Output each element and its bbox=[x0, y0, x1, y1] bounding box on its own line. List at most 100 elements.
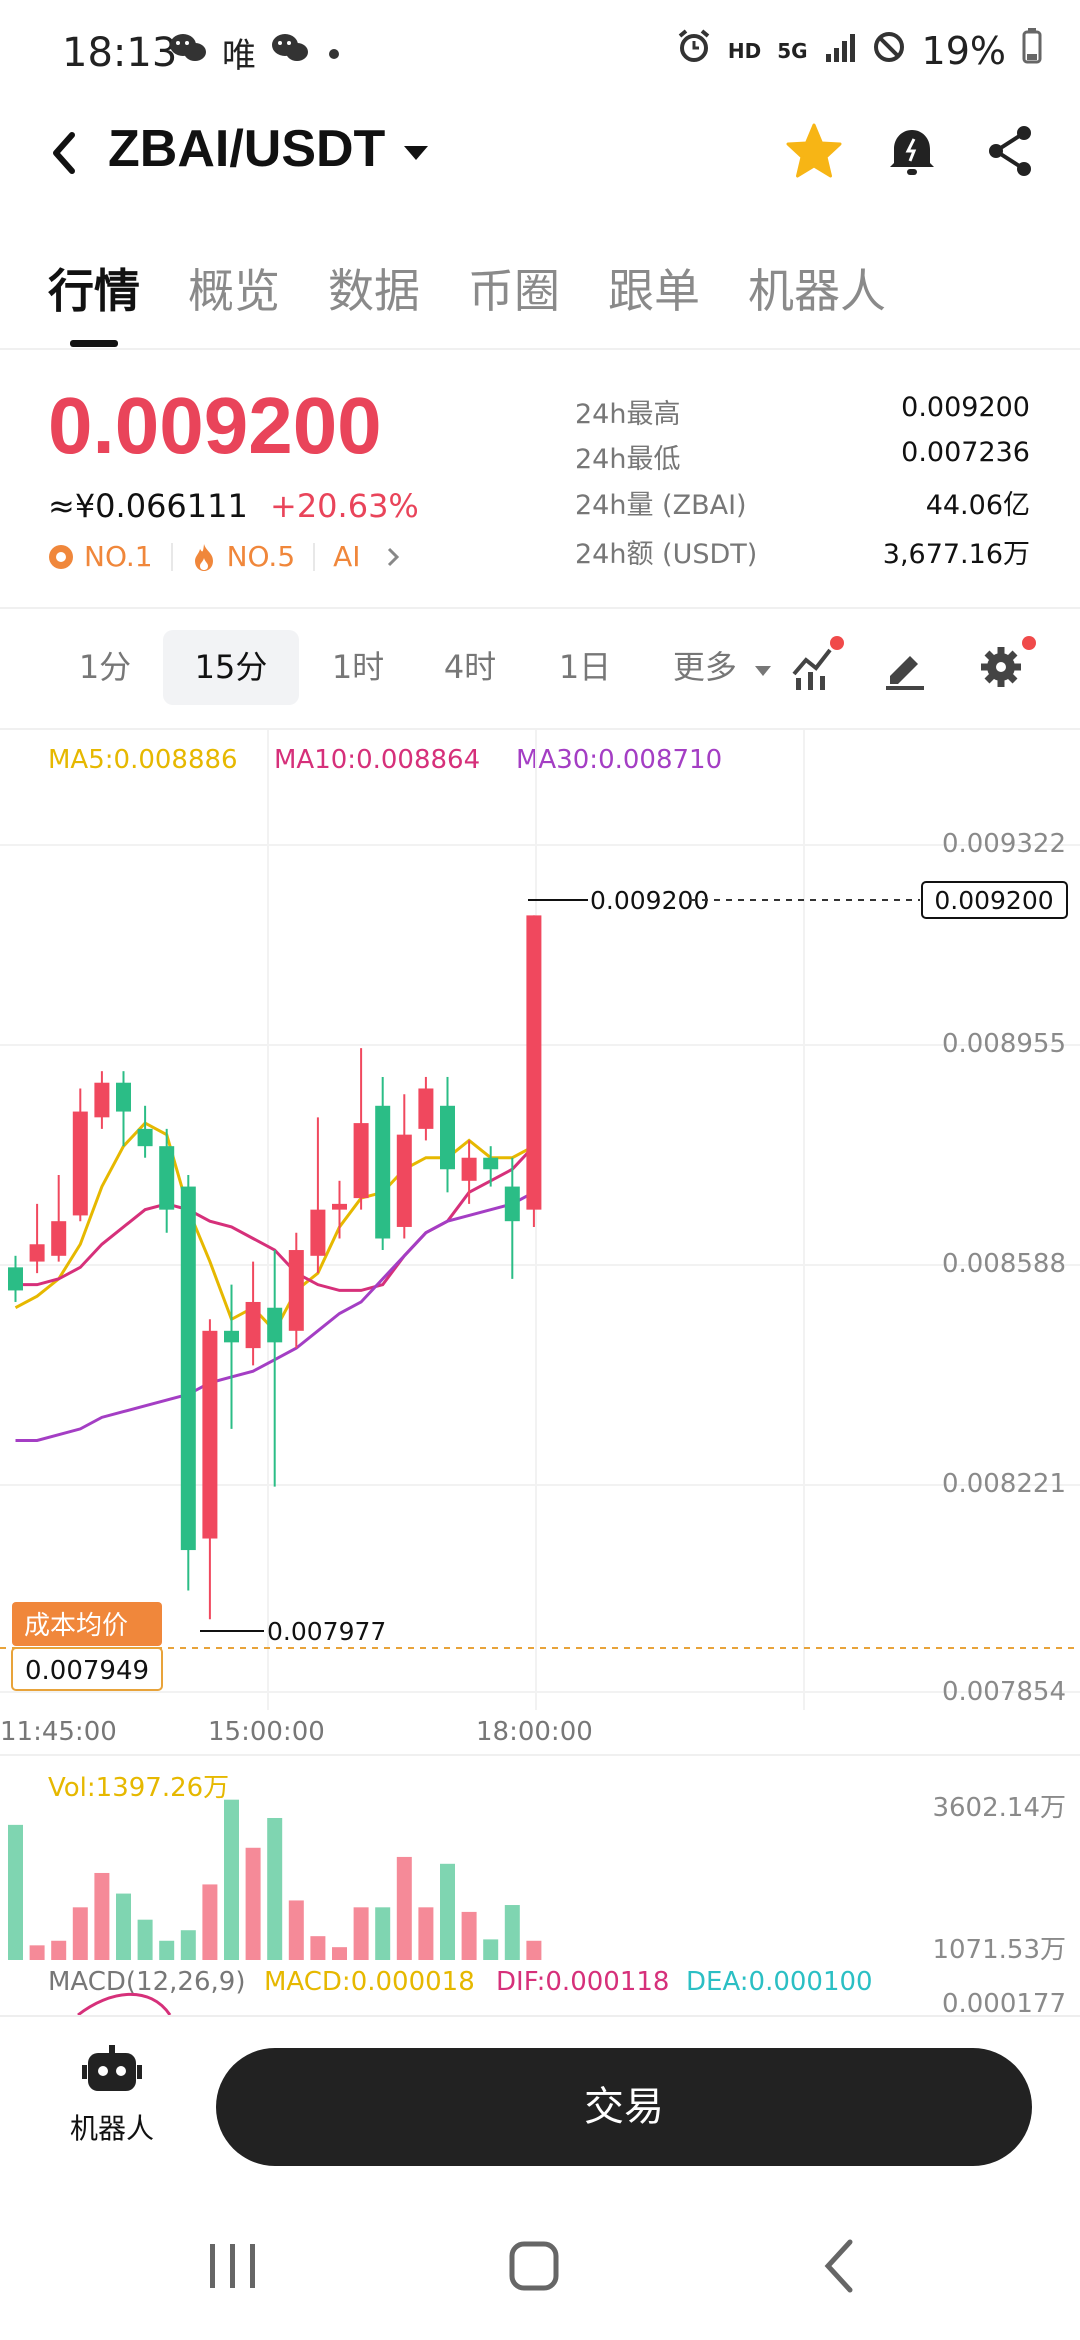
candle-body bbox=[310, 1209, 326, 1256]
interval-15m[interactable]: 15分 bbox=[163, 630, 299, 705]
ma5-legend: MA5:0.008886 bbox=[48, 745, 238, 775]
caret-down-icon[interactable] bbox=[402, 135, 430, 170]
tab-market[interactable]: 行情 bbox=[48, 264, 140, 318]
hd-indicator: HD bbox=[727, 38, 762, 63]
indicator-icon[interactable] bbox=[790, 642, 840, 692]
interval-1h[interactable]: 1时 bbox=[331, 648, 385, 686]
robot-icon bbox=[82, 2045, 142, 2091]
dot-icon bbox=[324, 33, 344, 73]
candle-body bbox=[418, 1088, 434, 1129]
cost-avg-value: 0.007949 bbox=[25, 1656, 149, 1686]
network-indicator: 5G bbox=[777, 38, 808, 63]
volume-bar bbox=[29, 1945, 45, 1960]
candle-body bbox=[375, 1105, 391, 1239]
ranking-tags: NO.1 NO.5 AI bbox=[48, 540, 403, 573]
stat-turnover-value: 3,677.16万 bbox=[882, 539, 1030, 570]
divider bbox=[0, 2015, 1080, 2017]
recent-apps-icon[interactable] bbox=[210, 2244, 255, 2288]
price-change: +20.63% bbox=[270, 487, 419, 525]
wechat-icon bbox=[270, 31, 310, 74]
home-icon[interactable] bbox=[509, 2241, 559, 2291]
settings-gear-icon[interactable] bbox=[976, 642, 1026, 692]
notification-dot bbox=[830, 636, 844, 650]
cost-avg-badge[interactable] bbox=[12, 1602, 162, 1646]
stat-high-label: 24h最高 bbox=[575, 399, 681, 430]
candle-body bbox=[180, 1186, 196, 1551]
candle-body bbox=[159, 1146, 175, 1210]
candle-body bbox=[526, 915, 542, 1210]
last-price: 0.009200 bbox=[48, 381, 382, 470]
share-icon[interactable] bbox=[978, 119, 1042, 183]
candle-body bbox=[245, 1301, 261, 1349]
tab-robot[interactable]: 机器人 bbox=[748, 264, 886, 318]
trade-button[interactable]: 交易 bbox=[216, 2048, 1032, 2166]
signal-icon bbox=[824, 29, 856, 73]
tab-copy-trading[interactable]: 跟单 bbox=[608, 264, 700, 318]
candle-body bbox=[504, 1186, 520, 1222]
volume-bar bbox=[353, 1907, 369, 1960]
stat-high-value: 0.009200 bbox=[901, 392, 1030, 423]
price-axis-label: 0.009322 bbox=[942, 829, 1066, 859]
interval-1d[interactable]: 1日 bbox=[558, 648, 612, 686]
chevron-left-icon bbox=[53, 132, 75, 174]
cost-avg-value-box bbox=[11, 1647, 163, 1691]
candle-body bbox=[461, 1157, 477, 1181]
candle-body bbox=[51, 1221, 67, 1256]
tab-data[interactable]: 数据 bbox=[328, 264, 420, 318]
macd-axis-label: 0.000177 bbox=[942, 1989, 1066, 2019]
interval-4h[interactable]: 4时 bbox=[443, 648, 497, 686]
candle-body bbox=[116, 1082, 131, 1112]
interval-more[interactable]: 更多 bbox=[668, 630, 778, 705]
ma10-legend: MA10:0.008864 bbox=[274, 745, 481, 775]
volume-bar bbox=[504, 1905, 520, 1960]
candle-body bbox=[440, 1105, 455, 1170]
rank-tag[interactable]: NO.1 bbox=[48, 540, 153, 573]
stat-volume-value: 44.06亿 bbox=[925, 490, 1030, 521]
dif-value: DIF:0.000118 bbox=[496, 1967, 669, 1997]
fire-icon bbox=[194, 543, 213, 571]
pair-selector[interactable]: ZBAI/USDT bbox=[108, 120, 386, 178]
caret-down-icon bbox=[755, 666, 772, 676]
draw-tool-icon[interactable] bbox=[880, 642, 930, 692]
chevron-right-icon bbox=[387, 547, 399, 566]
stat-low-value: 0.007236 bbox=[901, 437, 1030, 468]
high-marker-label: 0.009200 bbox=[590, 886, 709, 915]
volume-bar bbox=[116, 1893, 131, 1960]
main-tabs: 行情 概览 数据 币圈 跟单 机器人 bbox=[0, 255, 1080, 345]
candle-body bbox=[288, 1250, 304, 1331]
favorite-star-icon[interactable] bbox=[782, 119, 846, 183]
rank-badge-icon bbox=[49, 544, 73, 569]
divider bbox=[313, 542, 316, 571]
macd-value: MACD:0.000018 bbox=[264, 1967, 475, 1997]
robot-button[interactable]: 机器人 bbox=[62, 2045, 162, 2147]
battery-icon bbox=[1022, 28, 1042, 73]
hot-tag[interactable]: NO.5 bbox=[191, 540, 295, 573]
back-nav-icon[interactable] bbox=[824, 2239, 853, 2293]
volume-bar bbox=[51, 1940, 67, 1960]
price-axis-label: 0.008955 bbox=[942, 1029, 1066, 1059]
active-tab-indicator bbox=[70, 340, 118, 347]
cny-price: ≈¥0.066111 bbox=[48, 487, 248, 525]
candle-body bbox=[396, 1134, 412, 1227]
volume-bar bbox=[202, 1884, 218, 1960]
kline-chart[interactable]: 0.009322 0.008955 0.008588 0.008221 0.00… bbox=[0, 730, 1080, 2020]
stat-low-label: 24h最低 bbox=[575, 444, 681, 475]
candle-body bbox=[29, 1244, 45, 1262]
stat-turnover-label: 24h额 (USDT) bbox=[575, 539, 758, 570]
category-tag[interactable]: AI bbox=[333, 540, 402, 573]
interval-1m[interactable]: 1分 bbox=[78, 648, 132, 686]
price-alert-bell-icon[interactable] bbox=[880, 119, 944, 183]
cost-avg-label: 成本均价 bbox=[24, 1611, 128, 1641]
candle-body bbox=[94, 1082, 110, 1118]
tab-overview[interactable]: 概览 bbox=[188, 264, 280, 318]
volume-axis-label: 3602.14万 bbox=[932, 1793, 1066, 1823]
robot-label: 机器人 bbox=[69, 2112, 154, 2145]
candle-body bbox=[72, 1111, 88, 1216]
chart-grid bbox=[0, 730, 1080, 1710]
back-button[interactable] bbox=[44, 123, 84, 183]
ma30-legend: MA30:0.008710 bbox=[516, 745, 723, 775]
last-price-tag bbox=[921, 881, 1068, 919]
volume-bar bbox=[332, 1947, 347, 1960]
tab-community[interactable]: 币圈 bbox=[468, 264, 560, 318]
candle-body bbox=[137, 1128, 153, 1147]
